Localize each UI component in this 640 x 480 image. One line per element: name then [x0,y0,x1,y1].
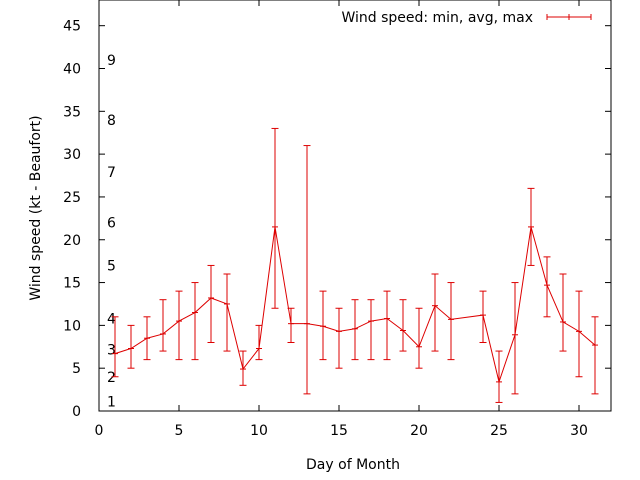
x-tick-label: 20 [410,423,428,439]
x-tick-label: 30 [570,423,588,439]
y-tick-label: 0 [72,404,81,420]
y-tick-label: 30 [63,147,81,163]
x-tick-label: 5 [175,423,184,439]
beaufort-scale-labels: 1 2 3 4 5 6 7 8 9 [107,53,116,411]
legend: Wind speed: min, avg, max [341,10,592,26]
beaufort-label: 6 [107,216,116,232]
y-axis-label: Wind speed (kt - Beaufort) [28,115,44,300]
y-tick-label: 20 [63,233,81,249]
beaufort-label: 2 [107,370,116,386]
plot-frame [98,0,612,412]
x-axis-ticks: 0 5 10 15 20 25 30 [95,0,588,439]
series-layer [112,223,598,385]
y-tick-label: 25 [63,190,81,206]
y-tick-label: 35 [63,104,81,120]
x-tick-label: 15 [330,423,348,439]
beaufort-label: 4 [107,312,116,328]
y-tick-label: 40 [63,62,81,78]
y-tick-label: 10 [63,318,81,334]
y-tick-label: 5 [72,361,81,377]
beaufort-label: 5 [107,258,116,274]
x-tick-label: 0 [95,423,104,439]
y-tick-label: 15 [63,276,81,292]
error-bars [111,127,599,403]
beaufort-label: 7 [107,165,116,181]
beaufort-label: 1 [107,395,116,411]
x-axis-label: Day of Month [306,457,400,473]
beaufort-label: 9 [107,53,116,69]
x-tick-label: 25 [490,423,508,439]
beaufort-label: 3 [107,342,116,358]
legend-key [546,14,592,20]
y-tick-label: 45 [63,19,81,35]
beaufort-label: 8 [107,113,116,129]
x-tick-label: 10 [250,423,268,439]
series-line [114,226,596,384]
legend-label: Wind speed: min, avg, max [341,10,533,26]
